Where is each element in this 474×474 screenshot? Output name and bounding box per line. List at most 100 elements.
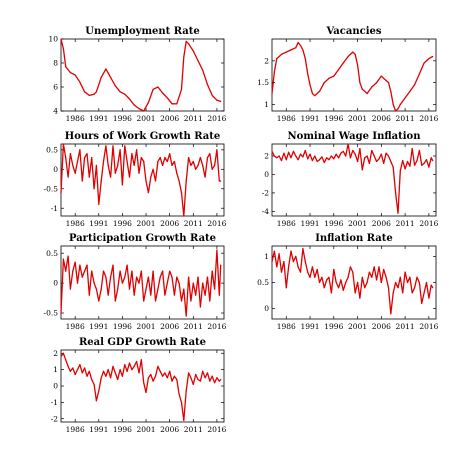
data-point [140,270,142,272]
data-point [206,372,209,374]
y-tick-label: 2 [53,349,58,358]
data-point [418,281,420,284]
x-tick-label: 1996 [113,322,132,331]
y-tick-label: 1 [53,365,58,374]
data-point [183,215,185,217]
data-point [397,212,399,214]
data-point [171,380,173,382]
x-tick-label: 1986 [277,114,296,123]
data-point [392,103,394,106]
data-point [95,164,97,166]
data-point [380,281,382,284]
data-point [216,377,218,379]
data-point [147,102,149,104]
data-point [86,153,88,155]
plot-frame [271,143,437,217]
data-point [371,149,373,152]
data-point [178,393,180,395]
data-point [185,315,187,317]
data-point [102,270,105,272]
data-point [138,282,140,284]
data-point [216,249,218,251]
data-point [145,391,147,394]
data-point [62,258,64,260]
data-point [105,68,107,70]
data-point [380,153,382,155]
data-point [128,176,131,178]
data-point [430,157,432,159]
x-tick-label: 1996 [113,114,132,123]
data-point [364,287,366,289]
y-tick-label: 2 [264,152,269,161]
data-point [387,82,390,84]
data-point [86,375,88,377]
data-point [197,378,199,381]
data-point [107,294,109,296]
x-tick-label: 1986 [277,219,296,228]
data-point [152,168,154,170]
data-point [171,103,173,105]
data-point [143,160,145,163]
data-point [119,270,121,272]
data-point [307,158,309,160]
data-point [157,160,159,163]
data-point [218,294,220,296]
data-point [361,169,363,171]
data-point [188,276,190,278]
data-point [143,382,145,384]
data-point [81,372,83,374]
data-point [359,82,361,84]
data-point [190,377,192,379]
data-point [406,160,409,163]
data-point [218,180,220,182]
data-point [202,69,204,71]
data-point [342,289,344,291]
data-point [79,81,81,83]
data-point [79,149,81,151]
data-point [147,192,149,194]
data-point [159,157,161,159]
x-tick-label: 2016 [419,322,438,331]
data-point [131,270,133,272]
data-point [121,184,123,186]
data-point [211,270,213,272]
data-point [307,73,309,75]
x-tick-label: 2006 [372,114,391,123]
data-point [162,375,164,377]
data-point [126,264,128,266]
y-tick-label: 4 [53,107,58,116]
data-point [364,157,366,159]
data-point [69,72,71,74]
data-point [387,287,390,289]
data-point [110,176,112,178]
data-point [112,145,114,147]
x-tick-label: 1986 [66,219,85,228]
data-point [352,51,354,53]
x-tick-label: 2011 [396,114,415,123]
y-tick-label: 10 [48,35,58,44]
data-point [425,281,428,284]
data-point [114,300,116,302]
data-point [318,159,321,161]
data-point [366,281,368,284]
data-point [112,264,114,266]
data-point [204,176,206,178]
x-tick-label: 1991 [300,322,319,331]
data-point [409,276,411,278]
data-point [154,180,157,182]
x-tick-label: 1986 [277,322,296,331]
data-point [302,156,304,158]
data-point [138,172,140,174]
data-point [81,276,83,278]
data-point [216,149,218,151]
data-point [98,203,100,205]
data-point [190,300,192,302]
data-point [140,157,142,159]
data-point [321,156,323,158]
data-point [273,155,275,157]
data-point [218,380,220,382]
data-point [359,297,361,299]
data-point [180,300,183,302]
data-point [423,162,425,164]
data-point [117,164,119,166]
